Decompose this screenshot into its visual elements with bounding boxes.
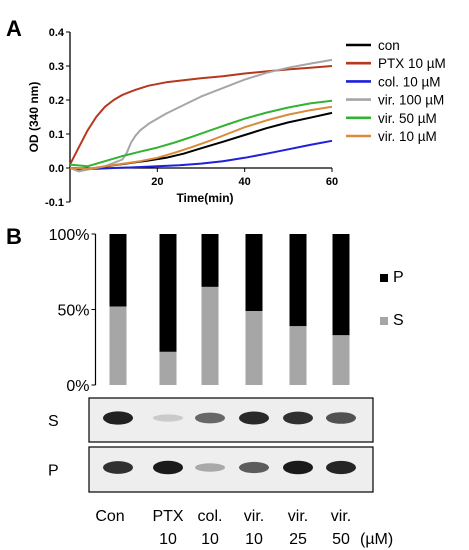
series-line-5 — [69, 105, 333, 170]
legend-label: PTX 10 µM — [378, 56, 446, 71]
bar-segment-s — [201, 286, 219, 385]
series-line-1 — [69, 65, 333, 166]
bar-segment-p — [201, 234, 219, 287]
bar-segment-s — [109, 306, 127, 385]
bar-segment-s — [245, 311, 263, 385]
blot-band — [326, 412, 356, 424]
x-tick-label: 60 — [326, 176, 338, 188]
category-label: col. — [198, 508, 223, 525]
western-blots: SP — [48, 397, 374, 493]
x-tick-label: 40 — [239, 176, 251, 188]
legend-label: vir. 50 µM — [378, 111, 437, 126]
blot-band — [195, 463, 225, 472]
y-tick-label: 0.0 — [49, 163, 64, 175]
panel-letter-a: A — [6, 16, 22, 41]
bar-y-tick-label: 0% — [66, 378, 89, 395]
blot-band — [326, 460, 356, 475]
y-tick-label: 0.4 — [49, 27, 65, 39]
bar-segment-p — [332, 234, 350, 336]
series-line-0 — [69, 111, 333, 171]
blot-band — [239, 461, 269, 474]
blot-band — [103, 411, 133, 425]
category-label: Con — [95, 508, 124, 525]
series-line-3 — [69, 58, 333, 173]
y-tick-label: 0.1 — [49, 129, 64, 141]
line-chart: -0.1 0.0 0.1 0.2 0.3 0.4 20 40 60 Time(min) OD (34… — [27, 27, 338, 209]
blot-band — [153, 460, 183, 475]
bar-legend-label: S — [393, 312, 404, 329]
category-label: 10 — [159, 531, 177, 548]
y-tick-label: -0.1 — [45, 197, 64, 209]
y-axis-label: OD (340 nm) — [27, 82, 41, 153]
blot-band — [283, 460, 313, 475]
category-label: 10 — [201, 531, 219, 548]
bar-segment-p — [159, 234, 177, 352]
stacked-bar-chart: 0% 50% 100% — [49, 227, 350, 395]
unit-label: (µM) — [360, 531, 393, 548]
x-tick-label: 20 — [151, 176, 163, 188]
blot-band — [195, 412, 225, 424]
blot-label: P — [48, 463, 59, 480]
y-tick-label: 0.3 — [49, 61, 64, 73]
legend-label: con — [378, 38, 400, 53]
category-label: 10 — [245, 531, 263, 548]
series-line-2 — [69, 139, 333, 170]
bar-segment-s — [159, 351, 177, 385]
x-axis-label: Time(min) — [176, 191, 233, 205]
legend-label: col. 10 µM — [378, 74, 441, 89]
blot-frame — [88, 397, 374, 443]
line-chart-legend: con PTX 10 µM col. 10 µM vir. 100 µM vir. 50… — [346, 38, 446, 144]
category-label: vir. — [288, 508, 308, 525]
legend-label: vir. 100 µM — [378, 93, 444, 108]
bar-y-tick-label: 50% — [57, 303, 89, 320]
blot-band — [239, 411, 269, 425]
bar-y-tick-label: 100% — [49, 227, 90, 244]
bar-chart-legend: PS — [380, 269, 404, 329]
bar-segment-s — [289, 326, 307, 385]
category-label: PTX — [152, 508, 183, 525]
bar-legend-swatch — [380, 274, 388, 282]
panel-letter-b: B — [6, 224, 22, 249]
bar-segment-p — [245, 234, 263, 312]
category-label: vir. — [244, 508, 264, 525]
bar-legend-swatch — [380, 317, 388, 325]
blot-band — [283, 411, 313, 425]
bar-segment-s — [332, 335, 350, 385]
series-line-4 — [69, 99, 333, 168]
blot-frame — [88, 446, 374, 493]
blot-label: S — [48, 413, 59, 430]
bar-category-labels: Con PTX 10 col. 10 vir. 10 vir. 25 vir. 50 (µM) — [95, 508, 393, 548]
category-label: 25 — [289, 531, 307, 548]
legend-label: vir. 10 µM — [378, 129, 437, 144]
category-label: 50 — [332, 531, 350, 548]
blot-band — [153, 414, 183, 422]
category-label: vir. — [331, 508, 351, 525]
blot-band — [103, 461, 133, 474]
bar-segment-p — [289, 234, 307, 327]
y-tick-label: 0.2 — [49, 95, 64, 107]
bar-legend-label: P — [393, 269, 404, 286]
bar-segment-p — [109, 234, 127, 307]
